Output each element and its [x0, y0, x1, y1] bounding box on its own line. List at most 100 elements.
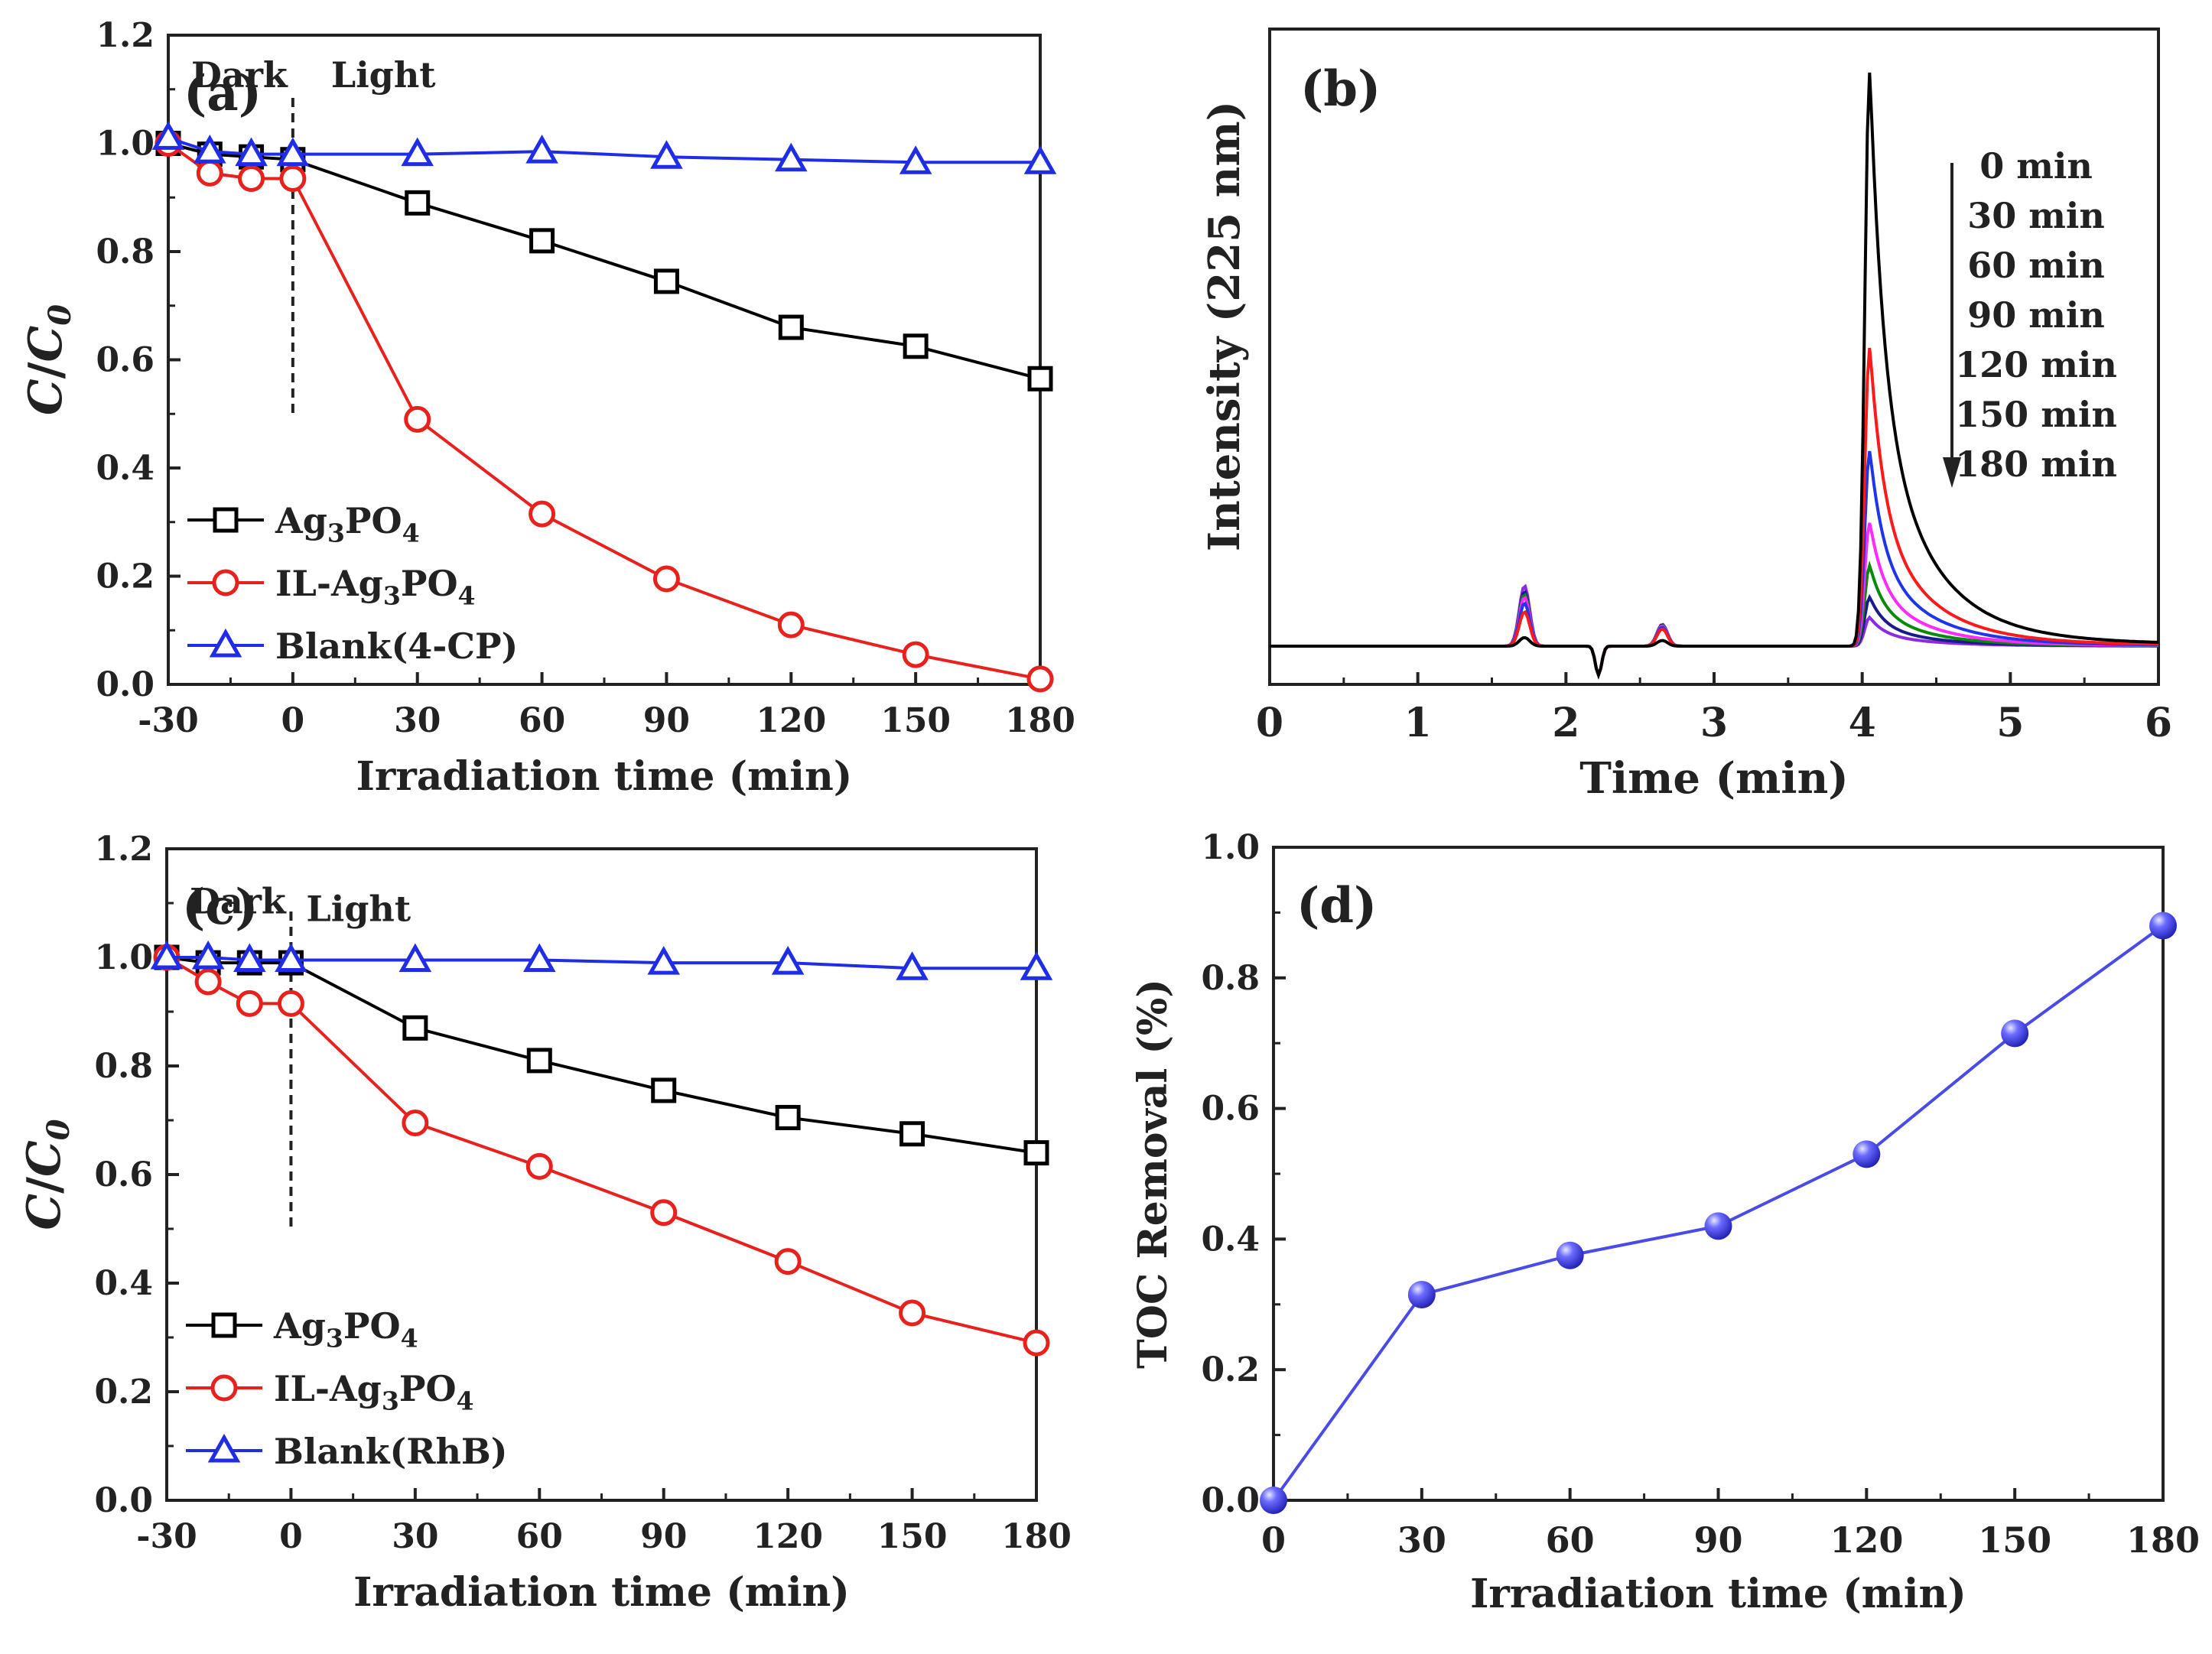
dark-annotation: Dark: [190, 881, 287, 922]
x-tick-label: 1: [1404, 700, 1432, 746]
x-tick-label: 6: [2145, 700, 2172, 746]
legend-marker: [213, 507, 239, 533]
series-line: [168, 141, 1041, 381]
data-point: [529, 500, 556, 528]
time-legend-label: 90 min: [1967, 294, 2105, 336]
x-tick-label: 30: [394, 701, 441, 740]
data-point: [276, 137, 310, 167]
x-tick-label: 0: [1256, 700, 1283, 746]
legend-label: Blank(4-CP): [275, 626, 518, 667]
x-tick-label: 180: [1001, 1517, 1072, 1556]
y-tick-label: 0.8: [94, 1047, 153, 1086]
data-point: [651, 1077, 677, 1103]
legend-marker: [212, 569, 239, 596]
x-tick-label: 30: [392, 1517, 438, 1556]
panel-b-chart: 0 1 2 3 4 5 6 Time (min) Intensity (225 nm) (b) 0 …: [1199, 28, 2172, 804]
panel-label: (a): [184, 65, 262, 122]
time-legend-label: 0 min: [1979, 145, 2093, 187]
chromatogram-trace: [1270, 72, 2159, 680]
data-point: [1023, 145, 1057, 174]
x-tick-label: 90: [643, 701, 690, 740]
data-point: [1020, 951, 1053, 980]
data-point: [652, 565, 680, 593]
y-tick-label: 0.0: [1201, 1481, 1260, 1520]
y-tick-label: 1.0: [1201, 828, 1260, 867]
data-point: [404, 405, 431, 433]
x-tick-label: 0: [281, 701, 305, 740]
data-point: [196, 159, 223, 187]
data-point: [1853, 1140, 1881, 1168]
data-point: [899, 1121, 925, 1147]
data-point: [525, 135, 558, 164]
data-point: [1023, 1329, 1050, 1357]
data-point: [236, 989, 263, 1017]
data-point: [401, 137, 434, 167]
data-point: [1023, 1140, 1049, 1166]
data-point: [526, 1048, 552, 1074]
data-point: [191, 940, 225, 970]
x-tick-label: 120: [1830, 1519, 1903, 1561]
chromatogram-trace: [1270, 522, 2158, 680]
data-point: [1260, 1487, 1287, 1514]
x-tick-label: 90: [1693, 1519, 1742, 1561]
data-point: [525, 1152, 553, 1180]
chromatogram-trace: [1270, 561, 2158, 680]
data-point: [647, 946, 681, 975]
y-tick-label: 0.2: [96, 557, 155, 596]
data-point: [902, 641, 929, 668]
data-point: [653, 268, 679, 294]
y-tick-label: 0.0: [96, 665, 155, 704]
data-point: [896, 951, 929, 980]
data-point: [1704, 1212, 1732, 1240]
data-point: [650, 1199, 678, 1227]
x-tick-label: 150: [877, 1517, 948, 1556]
x-axis-label: Irradiation time (min): [1470, 1571, 1966, 1617]
time-legend-label: 150 min: [1955, 394, 2117, 435]
x-axis-label: Time (min): [1579, 753, 1849, 804]
x-tick-label: 180: [2126, 1519, 2200, 1561]
series-line: [167, 141, 1041, 681]
x-tick-label: 60: [516, 1517, 563, 1556]
data-point: [233, 943, 266, 973]
decrease-arrow-head: [1943, 457, 1961, 488]
x-tick-label: 4: [1849, 700, 1876, 746]
panel-label: (d): [1296, 877, 1377, 934]
data-point: [279, 164, 307, 192]
legend-marker: [209, 628, 242, 658]
legend-label: Ag3PO4: [275, 500, 420, 548]
y-tick-label: 0.4: [96, 449, 155, 488]
data-point: [194, 968, 222, 996]
legend-label: Blank(RhB): [274, 1431, 508, 1472]
y-tick-label: 0.4: [94, 1264, 153, 1303]
x-tick-label: 0: [279, 1517, 303, 1556]
data-point: [193, 135, 226, 164]
y-tick-label: 0.8: [1201, 959, 1260, 998]
y-tick-label: 0.0: [94, 1481, 153, 1520]
data-point: [1027, 366, 1053, 392]
x-tick-label: 30: [1397, 1519, 1446, 1561]
x-tick-label: 3: [1700, 700, 1728, 746]
y-tick-label: 0.6: [94, 1155, 153, 1194]
x-axis-label: Irradiation time (min): [356, 753, 853, 800]
y-tick-label: 0.2: [1201, 1350, 1260, 1389]
x-tick-label: 5: [1996, 700, 2024, 746]
data-point: [150, 940, 184, 970]
x-tick-label: -30: [136, 1517, 197, 1556]
x-tick-label: -30: [138, 701, 199, 740]
x-tick-label: 180: [1005, 701, 1075, 740]
plot-frame: [1272, 846, 2165, 1502]
y-tick-label: 0.8: [96, 232, 155, 271]
data-point: [903, 333, 929, 359]
x-tick-label: 120: [753, 1517, 823, 1556]
data-point: [238, 164, 265, 192]
panel-c-chart: -30 0 30 60 90 120 150 180 0.0 0.2 0.4 0.6 0.8 1.0 1.2…: [18, 830, 1072, 1616]
data-point: [402, 1015, 428, 1041]
legend-label: Ag3PO4: [273, 1305, 418, 1353]
panel-label: (c): [182, 879, 259, 936]
series-line: [167, 956, 1036, 970]
time-legend-label: 30 min: [1967, 195, 2105, 236]
y-axis-label: C/C0: [18, 1119, 76, 1230]
data-point: [275, 943, 307, 973]
data-point: [1026, 665, 1054, 693]
time-legend-label: 180 min: [1955, 444, 2117, 485]
